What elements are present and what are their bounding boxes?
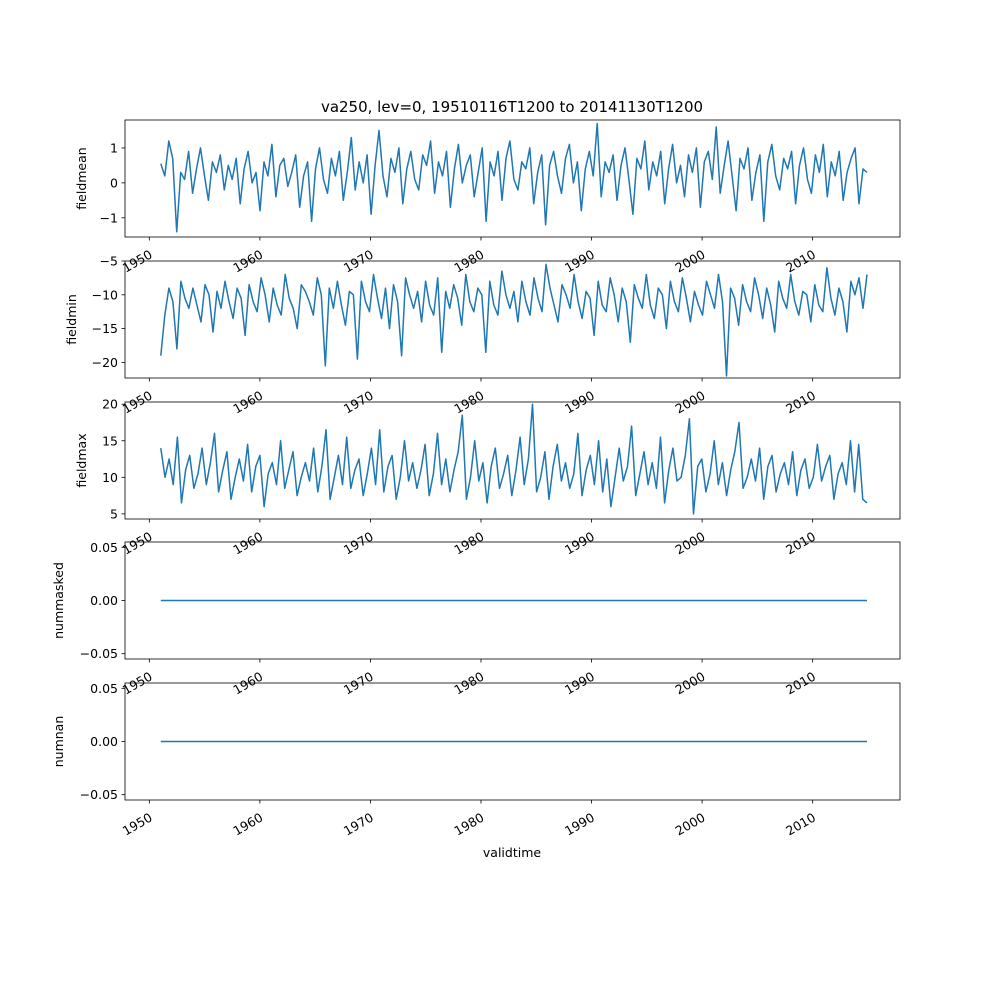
y-axis-label-fieldmin: fieldmin <box>64 294 79 345</box>
series-line-fieldmean <box>160 122 868 233</box>
y-tick-label: −0.05 <box>80 646 118 661</box>
y-tick-label: 15 <box>102 433 118 448</box>
y-axis-label-fieldmax: fieldmax <box>74 433 89 487</box>
axes-frame-fieldmean <box>124 119 901 238</box>
series-line-fieldmin <box>160 263 868 377</box>
y-tick-label: 0.00 <box>90 734 118 749</box>
figure-title: va250, lev=0, 19510116T1200 to 20141130T… <box>321 98 703 116</box>
y-axis-label-fieldmean: fieldmean <box>74 147 89 209</box>
y-tick-label: 5 <box>110 506 118 521</box>
y-tick-label: −1 <box>100 210 118 225</box>
y-tick-label: 10 <box>102 470 118 485</box>
y-tick-label: −20 <box>92 355 118 370</box>
y-tick-label: 0.05 <box>90 681 118 696</box>
y-axis-label-numnan: numnan <box>51 716 66 768</box>
y-tick-label: −15 <box>92 321 118 336</box>
y-tick-label: 0.05 <box>90 540 118 555</box>
series-line-fieldmax <box>160 403 868 515</box>
y-tick-label: 0.00 <box>90 593 118 608</box>
y-axis-label-nummasked: nummasked <box>51 562 66 639</box>
y-tick-label: 20 <box>102 397 118 412</box>
y-tick-label: −5 <box>100 254 118 269</box>
y-tick-label: −10 <box>92 287 118 302</box>
axes-frame-fieldmax <box>124 401 901 520</box>
y-tick-label: 1 <box>110 140 118 155</box>
y-tick-label: 0 <box>110 175 118 190</box>
y-tick-label: −0.05 <box>80 787 118 802</box>
axes-frame-fieldmin <box>124 260 901 379</box>
x-axis-label: validtime <box>483 845 541 860</box>
